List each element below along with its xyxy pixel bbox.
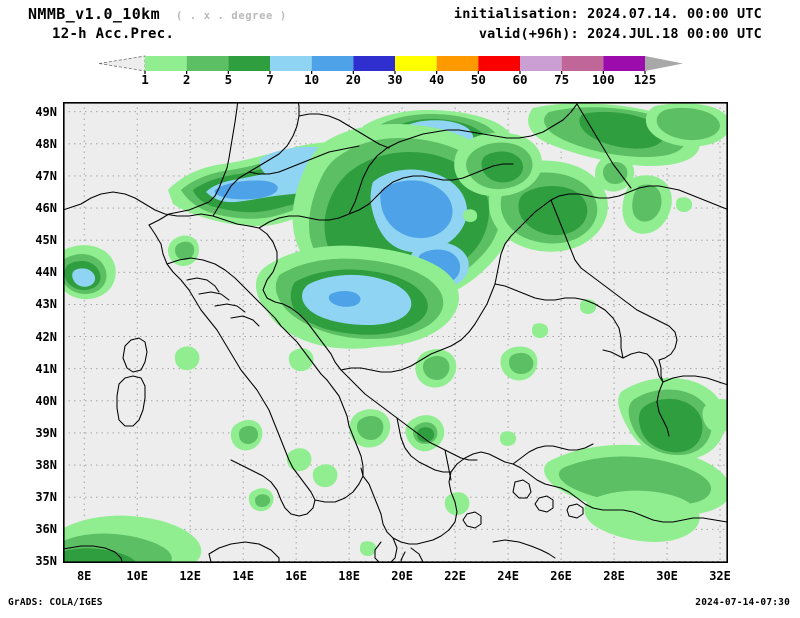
valid-time-label: valid(+96h): 2024.JUL.18 00:00 UTC bbox=[478, 26, 762, 42]
y-axis-tick-label: 41N bbox=[35, 361, 57, 376]
colorbar-tick-label: 5 bbox=[225, 72, 233, 87]
y-axis-tick-label: 37N bbox=[35, 490, 57, 505]
map-plot-area[interactable]: 8E 10E 12E 14E 16E 18E 20E 22E 24E 26E 28E 30E 32E 3… bbox=[35, 102, 731, 583]
colorbar-tick-label: 50 bbox=[471, 72, 486, 87]
x-axis-tick-label: 18E bbox=[338, 569, 360, 583]
y-axis-tick-label: 35N bbox=[35, 554, 57, 569]
grads-credit: GrADS: COLA/IGES bbox=[8, 597, 103, 608]
map-frame bbox=[63, 102, 728, 563]
x-axis-tick-label: 16E bbox=[285, 569, 307, 583]
x-axis-tick-label: 20E bbox=[391, 569, 413, 583]
y-axis-tick-label: 42N bbox=[35, 329, 57, 344]
x-axis-tick-label: 24E bbox=[497, 569, 519, 583]
x-axis-tick-label: 26E bbox=[550, 569, 572, 583]
map-svg bbox=[63, 102, 728, 563]
colorbar-tick-label: 75 bbox=[554, 72, 569, 87]
precip-region-misc-dots bbox=[463, 197, 693, 446]
y-axis-tick-label: 47N bbox=[35, 168, 57, 183]
y-axis-tick-label: 48N bbox=[35, 136, 57, 151]
y-axis-tick-label: 43N bbox=[35, 297, 57, 312]
colorbar-tick-label: 60 bbox=[512, 72, 527, 87]
precip-region-north-romania bbox=[528, 103, 728, 166]
colorbar-band bbox=[270, 56, 312, 71]
y-axis-tick-label: 44N bbox=[35, 265, 57, 280]
colorbar-tick-label: 20 bbox=[346, 72, 361, 87]
model-title: NMMB_v1.0_10km ( . x . degree ) bbox=[28, 5, 287, 23]
colorbar-band bbox=[145, 56, 187, 71]
colorbar-band bbox=[561, 56, 604, 71]
y-axis-tick-label: 38N bbox=[35, 458, 57, 473]
colorbar-tick-label: 40 bbox=[429, 72, 444, 87]
colorbar-band bbox=[311, 56, 354, 71]
colorbar-band bbox=[436, 56, 479, 71]
y-axis-tick-label: 46N bbox=[35, 201, 57, 215]
colorbar-tick-label: 30 bbox=[387, 72, 402, 87]
colorbar: 1 2 5 7 10 20 30 40 50 60 75 100 125 bbox=[0, 54, 800, 90]
colorbar-tick-label: 125 bbox=[634, 72, 657, 87]
precip-region-greece-patches bbox=[288, 348, 470, 556]
colorbar-tick-labels: 1 2 5 7 10 20 30 40 50 60 75 100 125 bbox=[141, 71, 656, 87]
precip-region-ligurian bbox=[63, 245, 116, 300]
render-timestamp: 2024-07-14-07:30 bbox=[695, 597, 790, 608]
y-axis-tick-label: 36N bbox=[35, 522, 57, 537]
x-axis-tick-label: 10E bbox=[126, 569, 149, 583]
precipitation-field bbox=[63, 103, 728, 563]
y-axis-tick-label: 45N bbox=[35, 233, 57, 248]
header: NMMB_v1.0_10km ( . x . degree ) 12-h Acc.… bbox=[0, 0, 800, 52]
x-axis-tick-label: 14E bbox=[232, 569, 254, 583]
x-axis-tick-label: 8E bbox=[76, 569, 92, 583]
x-axis-tick-label: 30E bbox=[656, 569, 678, 583]
precip-region-east-romania-patches bbox=[595, 155, 672, 234]
precip-region-sicily bbox=[63, 515, 202, 563]
colorbar-tick-label: 2 bbox=[183, 72, 191, 87]
y-axis-tick-label: 39N bbox=[35, 425, 57, 440]
precip-region-sw-turkey bbox=[544, 377, 728, 542]
colorbar-over-arrow bbox=[645, 56, 683, 71]
y-axis-tick-label: 40N bbox=[35, 393, 57, 408]
precip-region-balkan-patches bbox=[349, 346, 538, 452]
model-name: NMMB_v1.0_10km bbox=[28, 5, 161, 23]
x-axis-tick-label: 22E bbox=[444, 569, 466, 583]
field-title: 12-h Acc.Prec. bbox=[52, 26, 175, 42]
x-axis-tick-label: 32E bbox=[709, 569, 731, 583]
map-coastlines-borders bbox=[63, 102, 728, 563]
initialisation-label: initialisation: 2024.07.14. 00:00 UTC bbox=[453, 6, 762, 22]
colorbar-bands bbox=[98, 55, 683, 72]
colorbar-band bbox=[395, 56, 437, 71]
x-axis-tick-label: 12E bbox=[179, 569, 201, 583]
colorbar-band bbox=[353, 56, 395, 71]
colorbar-tick-label: 10 bbox=[304, 72, 319, 87]
colorbar-band bbox=[478, 56, 520, 71]
colorbar-band bbox=[520, 56, 562, 71]
units-label: ( . x . degree ) bbox=[176, 10, 287, 22]
colorbar-svg: 1 2 5 7 10 20 30 40 50 60 75 100 125 bbox=[98, 55, 683, 87]
colorbar-band bbox=[603, 56, 645, 71]
colorbar-tick-label: 100 bbox=[592, 72, 615, 87]
colorbar-under-arrow bbox=[98, 55, 146, 72]
x-axis-tick-label: 28E bbox=[603, 569, 625, 583]
colorbar-tick-label: 1 bbox=[141, 72, 149, 87]
colorbar-band bbox=[186, 56, 229, 71]
y-axis-tick-label: 49N bbox=[35, 104, 57, 119]
colorbar-tick-label: 7 bbox=[266, 72, 274, 87]
colorbar-band bbox=[228, 56, 270, 71]
